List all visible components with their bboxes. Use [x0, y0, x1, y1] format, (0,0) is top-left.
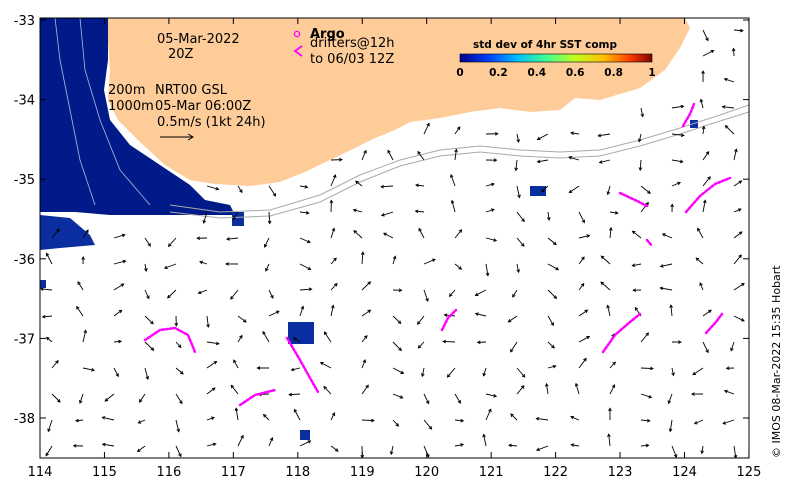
x-axis: 114 115 116 117 118 119 120 121 122 123 124 125	[28, 18, 762, 480]
x-tick-label: 123	[608, 465, 633, 480]
y-axis: -33 -34 -35 -36 -37 -38	[14, 14, 749, 427]
y-tick-label: -34	[14, 94, 35, 109]
x-tick-label: 119	[350, 465, 375, 480]
sst-stddev-region-west	[40, 18, 235, 215]
x-tick-label: 115	[92, 465, 117, 480]
drifter-marker-icon	[293, 45, 303, 57]
bathymetry-contours	[169, 104, 749, 219]
drifter-tracks	[143, 102, 732, 407]
colorbar-tick-label: 0.4	[527, 67, 546, 79]
contour-label-200m: 200m	[108, 83, 145, 98]
colorbar-title: std dev of 4hr SST comp	[473, 39, 617, 51]
credit-label: © IMOS 08-Mar-2022 15:35 Hobart	[770, 265, 783, 458]
drifters-label: drifters@12h	[310, 36, 395, 51]
sst-stddev-region-southwest	[40, 215, 95, 250]
colorbar	[459, 53, 653, 63]
scale-label: 0.5m/s (1kt 24h)	[157, 115, 266, 130]
x-tick-label: 118	[285, 465, 310, 480]
date-label-line2: 20Z	[168, 47, 194, 62]
colorbar-tick-label: 0.8	[604, 67, 623, 79]
colorbar-tick-label: 1	[648, 67, 655, 79]
product-label-line1: NRT00 GSL	[155, 83, 228, 98]
shelf-contours	[54, 18, 151, 206]
colorbar-tick-label: 0	[456, 67, 463, 79]
x-tick-label: 120	[414, 465, 439, 480]
x-tick-label: 125	[737, 465, 762, 480]
y-tick-label: -36	[14, 253, 35, 268]
contour-label-1000m: 1000m	[108, 99, 154, 114]
colorbar-ticks: 0 0.2 0.4 0.6 0.8 1	[456, 67, 655, 79]
x-tick-label: 116	[156, 465, 181, 480]
product-label-line2: 05-Mar 06:00Z	[155, 99, 251, 114]
x-tick-label: 114	[28, 465, 53, 480]
scale-arrow-icon	[160, 133, 194, 141]
argo-label: Argo	[310, 27, 345, 42]
plot-frame	[39, 17, 750, 459]
drifters-to-label: to 06/03 12Z	[310, 52, 394, 67]
current-arrows	[40, 28, 745, 458]
x-tick-label: 117	[221, 465, 246, 480]
argo-marker-icon	[293, 30, 301, 38]
y-tick-label: -38	[14, 412, 35, 427]
y-tick-label: -35	[14, 173, 35, 188]
y-tick-label: -37	[14, 332, 35, 347]
date-label-line1: 05-Mar-2022	[157, 32, 240, 47]
x-tick-label: 121	[479, 465, 504, 480]
y-tick-label: -33	[14, 14, 35, 29]
colorbar-tick-label: 0.6	[566, 67, 585, 79]
x-tick-label: 124	[672, 465, 697, 480]
colorbar-tick-label: 0.2	[489, 67, 508, 79]
x-tick-label: 122	[543, 465, 568, 480]
